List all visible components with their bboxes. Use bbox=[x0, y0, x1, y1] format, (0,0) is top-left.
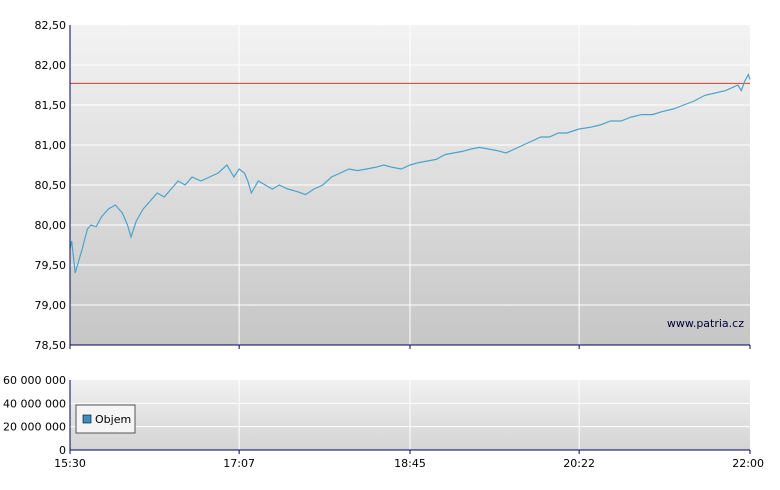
volume-y-tick-label: 40 000 000 bbox=[3, 397, 66, 410]
x-tick-label: 15:30 bbox=[54, 457, 86, 470]
volume-y-axis: 60 000 000 40 000 000 20 000 000 0 bbox=[3, 374, 66, 457]
volume-gridlines bbox=[70, 380, 750, 450]
price-y-tick-label: 80,00 bbox=[35, 219, 67, 232]
volume-y-tick-label: 20 000 000 bbox=[3, 421, 66, 434]
price-y-tick-label: 82,50 bbox=[35, 19, 67, 32]
price-gridlines bbox=[70, 25, 750, 345]
volume-y-tick-label: 0 bbox=[59, 444, 66, 457]
price-y-tick-label: 81,50 bbox=[35, 99, 67, 112]
price-series-line bbox=[69, 73, 751, 274]
volume-y-tick-label: 60 000 000 bbox=[3, 374, 66, 387]
legend-label: Objem bbox=[95, 413, 131, 426]
price-y-tick-label: 80,50 bbox=[35, 179, 67, 192]
x-tick-label: 17:07 bbox=[223, 457, 255, 470]
watermark: www.patria.cz bbox=[667, 317, 744, 330]
x-tick-label: 22:00 bbox=[732, 457, 764, 470]
volume-x-axis: 15:30 17:07 18:45 20:22 22:00 bbox=[54, 450, 764, 470]
price-x-axis-ticks bbox=[69, 345, 751, 349]
volume-legend: Objem bbox=[75, 404, 136, 434]
price-y-tick-label: 79,50 bbox=[35, 259, 67, 272]
x-tick-label: 18:45 bbox=[394, 457, 426, 470]
x-tick-label: 20:22 bbox=[563, 457, 595, 470]
price-y-tick-label: 78,50 bbox=[35, 339, 67, 352]
price-y-tick-label: 82,00 bbox=[35, 59, 67, 72]
price-y-axis: 82,50 82,00 81,50 81,00 80,50 80,00 79,50 79,00… bbox=[35, 19, 67, 352]
price-y-tick-label: 81,00 bbox=[35, 139, 67, 152]
legend-swatch bbox=[82, 414, 92, 424]
price-y-tick-label: 79,00 bbox=[35, 299, 67, 312]
